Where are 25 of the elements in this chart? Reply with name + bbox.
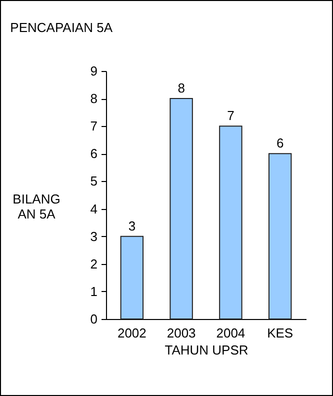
y-tick-label: 1 [90, 284, 98, 299]
y-tick-label: 8 [90, 91, 98, 106]
y-tick-label: 3 [90, 228, 98, 244]
bar [268, 153, 292, 320]
y-tick-label: 4 [90, 201, 98, 216]
y-axis-title: BILANGAN 5A [12, 192, 60, 222]
chart-title: PENCAPAIAN 5A [10, 20, 113, 35]
data-label: 8 [178, 80, 185, 96]
y-tick-label: 0 [90, 312, 98, 326]
y-tick-label: 2 [90, 256, 98, 272]
bar [170, 98, 193, 320]
data-label: 6 [276, 136, 284, 151]
y-tick-label: 7 [90, 118, 98, 134]
y-tick-label: 5 [90, 174, 98, 189]
x-tick-label: KES [267, 326, 294, 340]
bar [120, 236, 144, 320]
data-label: 7 [227, 108, 234, 124]
x-axis-title: TAHUN UPSR [164, 342, 248, 358]
bar [219, 126, 242, 320]
y-tick-label: 9 [90, 64, 98, 78]
x-tick-label: 2002 [117, 326, 146, 340]
y-tick-label: 6 [90, 146, 98, 162]
x-tick-label: 2004 [216, 326, 246, 340]
data-label: 3 [128, 218, 136, 234]
x-tick-label: 2003 [166, 326, 196, 340]
